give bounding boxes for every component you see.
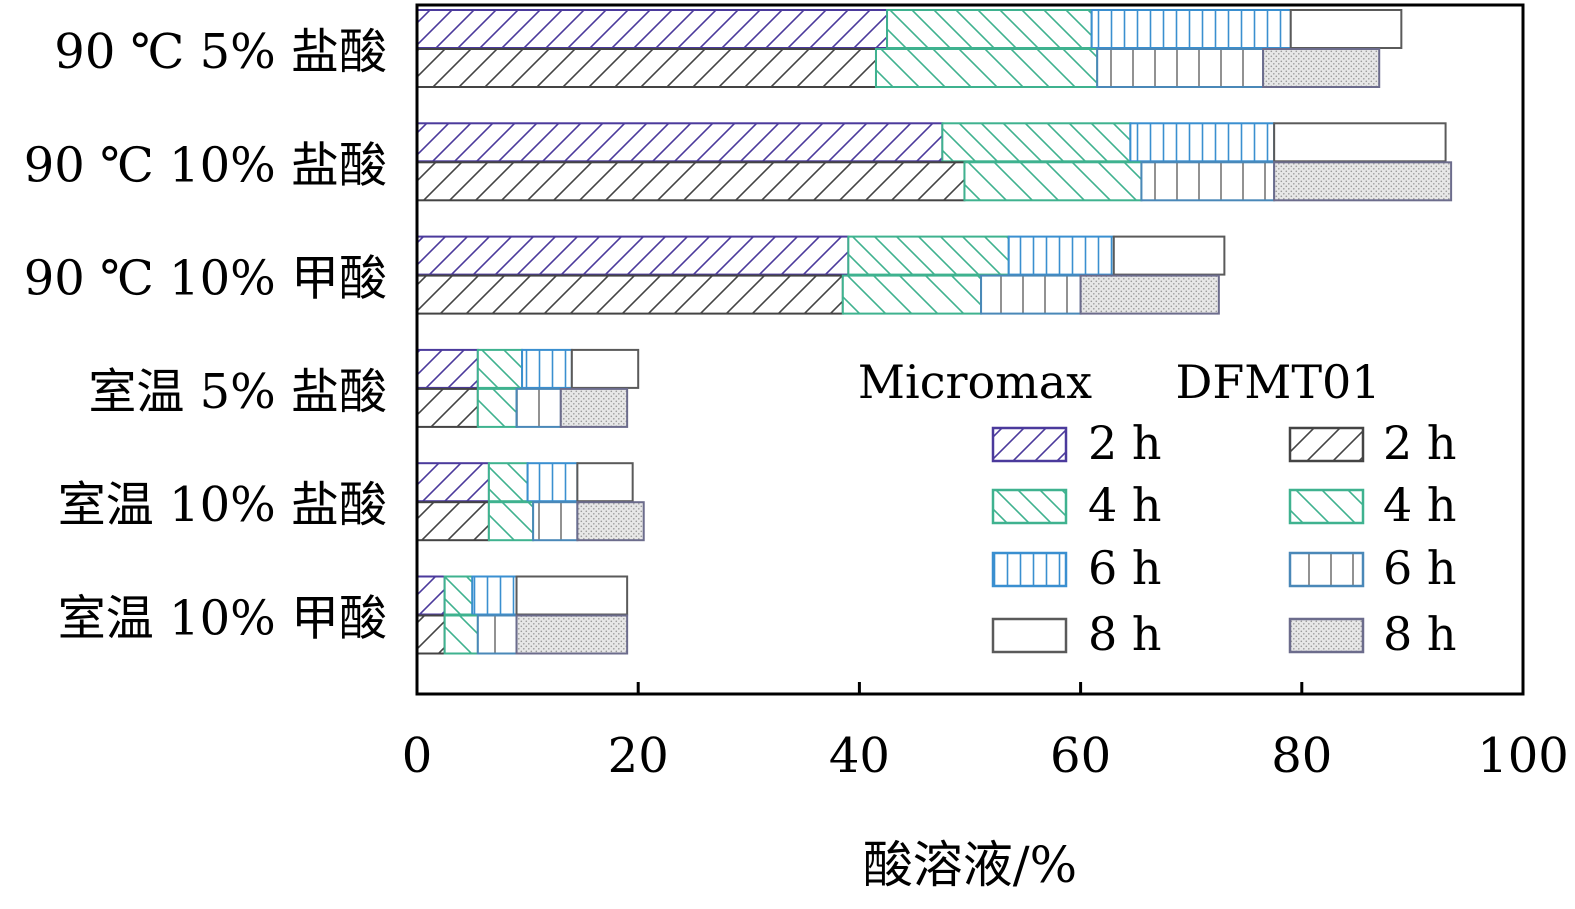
legend-swatch-dfmt01-2h [1288, 426, 1365, 463]
bar-dfmt01-2h-cat2 [416, 274, 844, 315]
bar-dfmt01-6h-cat0 [1096, 48, 1265, 88]
x-axis-label: 酸溶液/% [863, 836, 1077, 894]
x-tick-label: 100 [1477, 728, 1569, 784]
bar-dfmt01-4h-cat1 [963, 161, 1143, 202]
x-tick-label: 80 [1271, 728, 1332, 784]
bar-dfmt01-8h-cat4 [576, 501, 645, 542]
bar-dfmt01-2h-cat5 [416, 614, 446, 655]
legend-label-dfmt01-4h: 4 h [1383, 478, 1457, 532]
bar-micromax-4h-cat1 [941, 122, 1132, 163]
bar-micromax-6h-cat5 [471, 575, 518, 616]
bar-micromax-6h-cat2 [1007, 235, 1115, 276]
bars-layer [416, 9, 1453, 655]
category-label: 室温 10% 甲酸 [58, 591, 387, 647]
bar-dfmt01-2h-cat0 [416, 48, 877, 88]
bar-micromax-8h-cat5 [515, 575, 629, 616]
bar-dfmt01-4h-cat0 [874, 48, 1099, 88]
category-label: 室温 5% 盐酸 [88, 364, 387, 420]
bar-dfmt01-6h-cat1 [1140, 161, 1276, 202]
bar-micromax-2h-cat4 [416, 462, 490, 503]
bar-micromax-6h-cat4 [526, 462, 579, 503]
legend-header-dfmt01: DFMT01 [1175, 355, 1380, 409]
legend-label-micromax-2h: 2 h [1088, 416, 1162, 470]
bar-micromax-6h-cat0 [1090, 9, 1292, 49]
legend-swatch-micromax-8h [991, 617, 1068, 654]
bar-micromax-8h-cat1 [1273, 122, 1447, 163]
x-tick-label: 20 [608, 728, 669, 784]
plot-frame [415, 3, 1525, 696]
bar-dfmt01-2h-cat1 [416, 161, 966, 202]
bar-micromax-4h-cat0 [886, 9, 1093, 49]
bar-micromax-4h-cat5 [443, 575, 474, 616]
bar-micromax-6h-cat1 [1129, 122, 1276, 163]
bar-micromax-8h-cat0 [1289, 9, 1403, 49]
bar-dfmt01-8h-cat2 [1079, 274, 1220, 315]
bar-micromax-8h-cat4 [576, 462, 634, 503]
bar-dfmt01-8h-cat0 [1262, 48, 1381, 88]
x-tick-label: 40 [829, 728, 890, 784]
bar-micromax-4h-cat2 [847, 235, 1010, 276]
legend-swatch-dfmt01-4h [1288, 488, 1365, 525]
bar-dfmt01-8h-cat3 [559, 387, 629, 428]
bar-dfmt01-2h-cat4 [416, 501, 490, 542]
bar-micromax-4h-cat4 [487, 462, 529, 503]
bar-micromax-4h-cat3 [476, 348, 524, 389]
category-label: 90 ℃ 10% 盐酸 [24, 137, 387, 193]
category-label: 90 ℃ 5% 盐酸 [54, 24, 387, 80]
legend-swatch-dfmt01-8h [1288, 617, 1365, 654]
legend-label-micromax-4h: 4 h [1088, 478, 1162, 532]
x-tick-label: 60 [1050, 728, 1111, 784]
legend-swatch-dfmt01-6h [1288, 551, 1365, 588]
bar-dfmt01-4h-cat5 [443, 614, 479, 655]
legend-header-micromax: Micromax [858, 355, 1092, 409]
bar-micromax-6h-cat3 [521, 348, 573, 389]
bar-dfmt01-4h-cat4 [487, 501, 535, 542]
bar-micromax-2h-cat2 [416, 235, 850, 276]
legend-label-dfmt01-8h: 8 h [1383, 607, 1457, 661]
bar-dfmt01-4h-cat2 [841, 274, 983, 315]
bar-micromax-8h-cat3 [570, 348, 640, 389]
bar-micromax-2h-cat3 [416, 348, 479, 389]
category-label: 室温 10% 盐酸 [58, 477, 387, 533]
category-label: 90 ℃ 10% 甲酸 [24, 251, 387, 307]
x-tick-label: 0 [402, 728, 433, 784]
legend-label-micromax-8h: 8 h [1088, 607, 1162, 661]
legend-swatch-micromax-6h [991, 551, 1068, 588]
bar-micromax-2h-cat1 [416, 122, 944, 163]
bar-dfmt01-4h-cat3 [476, 387, 518, 428]
bar-micromax-2h-cat0 [416, 9, 889, 49]
bar-dfmt01-8h-cat5 [515, 614, 629, 655]
legend-label-dfmt01-6h: 6 h [1383, 541, 1457, 595]
legend-label-micromax-6h: 6 h [1088, 541, 1162, 595]
bar-dfmt01-2h-cat3 [416, 387, 479, 428]
bar-dfmt01-6h-cat3 [515, 387, 562, 428]
legend-swatch-micromax-2h [991, 426, 1068, 463]
bar-micromax-8h-cat2 [1112, 235, 1226, 276]
legend-swatch-micromax-4h [991, 488, 1068, 525]
bar-dfmt01-6h-cat5 [476, 614, 518, 655]
bar-dfmt01-8h-cat1 [1273, 161, 1453, 202]
bar-dfmt01-6h-cat2 [980, 274, 1082, 315]
bar-dfmt01-6h-cat4 [532, 501, 579, 542]
bar-micromax-2h-cat5 [416, 575, 446, 616]
legend-label-dfmt01-2h: 2 h [1383, 416, 1457, 470]
